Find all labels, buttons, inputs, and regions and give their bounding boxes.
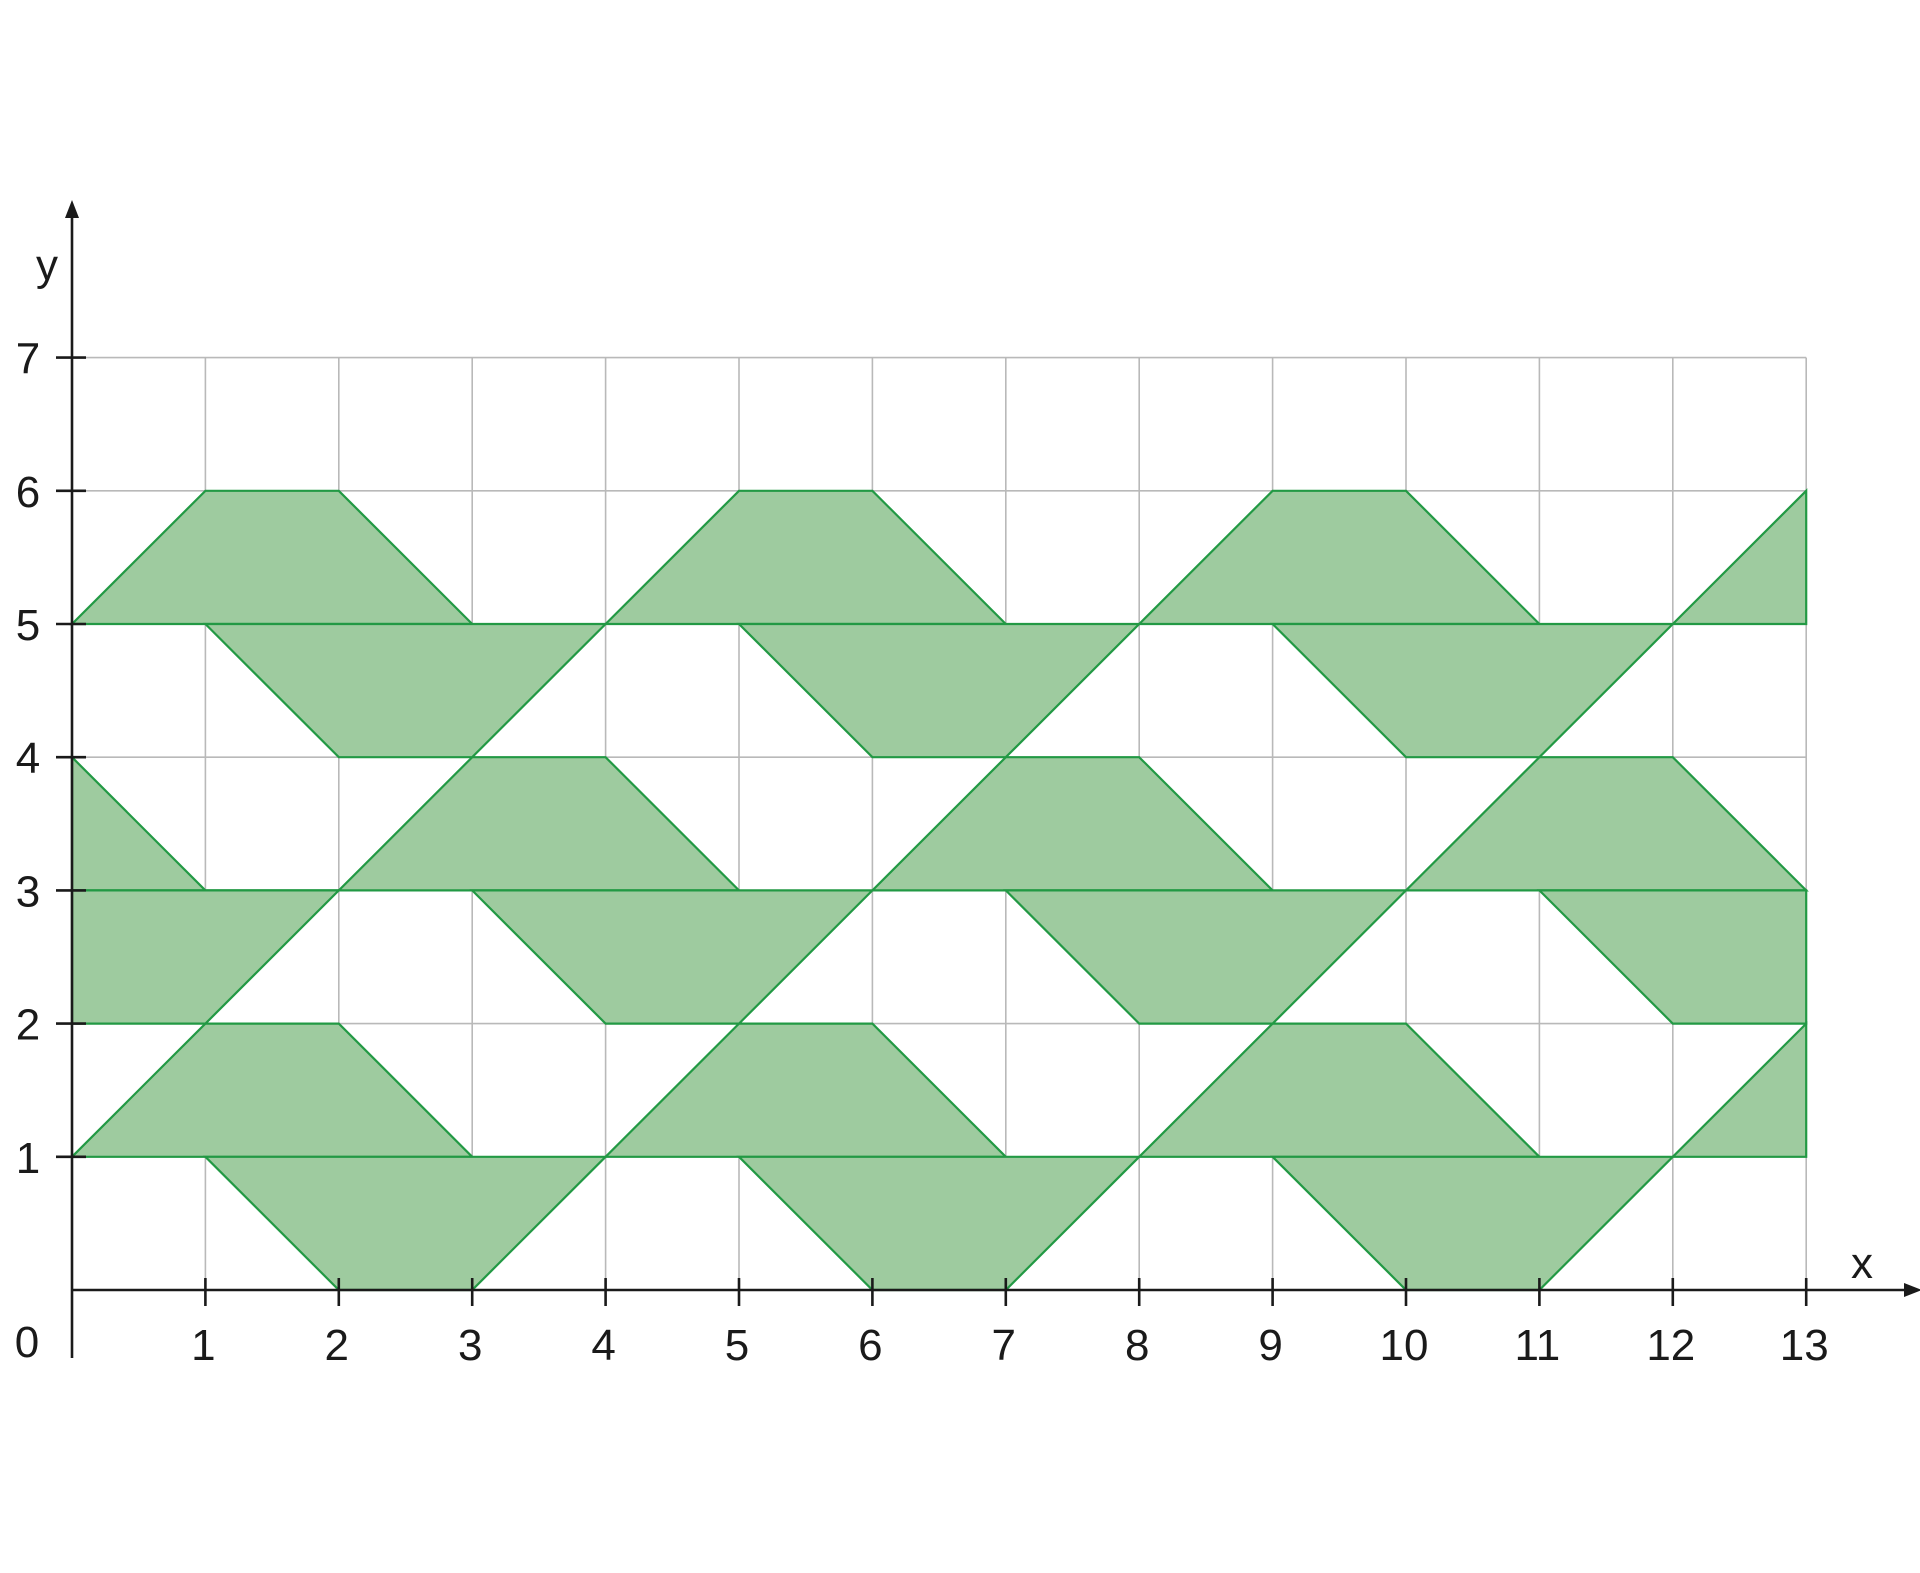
tile-shape [1136,1022,1543,1158]
tile-shape [469,889,876,1025]
y-tick-label: 5 [16,601,40,650]
tile-shape [602,1022,1009,1158]
tile-shape [336,756,742,892]
tile-shape [1403,756,1809,892]
tile-shape [69,489,475,626]
tile-shape [869,756,1276,892]
tile-shape [1136,489,1543,626]
y-tick-label: 1 [16,1134,40,1183]
tile-shape [69,1022,475,1158]
x-tick-label: 4 [591,1321,615,1370]
tile-shape [1003,889,1409,1025]
origin-label: 0 [15,1318,39,1367]
tile-shape [736,1155,1142,1292]
tile-shape [1269,1155,1676,1292]
x-tick-label: 6 [858,1321,882,1370]
x-tick-label: 5 [725,1321,749,1370]
y-tick-label: 3 [16,867,40,916]
x-tick-label: 11 [1515,1321,1561,1370]
y-tick-label: 4 [16,734,40,783]
x-tick-label: 13 [1780,1321,1829,1370]
y-axis-arrow-icon [65,200,79,218]
tiling-shapes [69,488,1809,1292]
tile-shape [1269,622,1676,759]
tile-shape [602,489,1009,626]
tile-shape [1670,488,1808,626]
x-tick-label: 7 [992,1321,1016,1370]
x-tick-label: 1 [191,1321,215,1370]
y-tick-label: 2 [16,1001,40,1050]
y-tick-label: 7 [16,335,40,384]
tile-shape [1670,1020,1808,1158]
tile-shape [202,1155,609,1292]
tile-shape [736,622,1142,759]
y-tick-label: 6 [16,468,40,517]
x-tick-label: 2 [325,1321,349,1370]
tile-shape [1536,889,1808,1025]
x-tick-label: 10 [1380,1321,1429,1370]
x-axis-arrow-icon [1904,1283,1920,1297]
tile-shape [202,622,609,759]
tile-shape [70,889,342,1025]
x-tick-label: 12 [1646,1321,1695,1370]
x-axis-title: x [1851,1239,1873,1288]
y-axis-title: y [36,241,58,290]
axes: x y 0 [15,200,1920,1367]
x-tick-label: 8 [1125,1321,1149,1370]
x-tick-label: 3 [458,1321,482,1370]
x-tick-label: 9 [1258,1321,1282,1370]
